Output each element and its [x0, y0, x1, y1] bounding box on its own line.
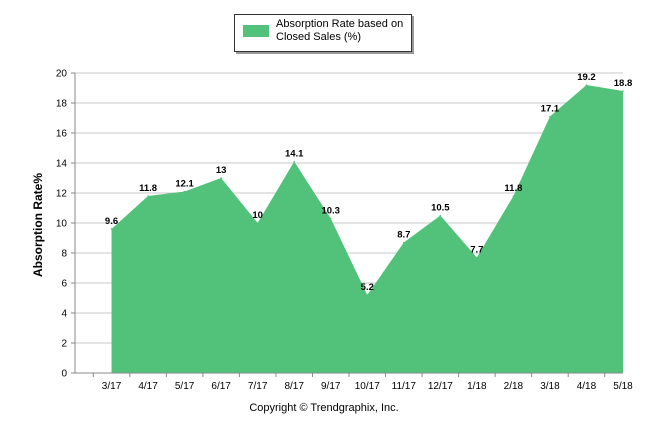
y-tick-label: 20 [56, 69, 68, 80]
y-tick-label: 2 [61, 339, 67, 350]
y-tick-label: 6 [61, 279, 67, 290]
data-point [220, 177, 222, 179]
data-label: 14.1 [285, 149, 304, 160]
data-point [183, 190, 186, 193]
data-label: 10 [252, 210, 263, 221]
data-label: 9.6 [105, 216, 118, 227]
x-tick-label: 3/18 [540, 381, 560, 392]
data-point [293, 160, 296, 163]
x-tick-label: 5/17 [175, 381, 195, 392]
data-label: 8.7 [397, 230, 410, 241]
data-label: 11.8 [504, 183, 522, 194]
data-label: 11.8 [139, 183, 157, 194]
x-tick-label: 3/17 [102, 381, 122, 392]
y-tick-label: 4 [61, 309, 67, 320]
x-tick-label: 1/18 [467, 381, 487, 392]
data-label: 5.2 [361, 282, 374, 293]
area-fill [111, 85, 624, 373]
x-tick-label: 12/17 [428, 381, 453, 392]
data-point [110, 228, 113, 230]
x-tick-label: 11/17 [392, 381, 417, 392]
y-tick-label: 12 [56, 189, 68, 200]
x-tick-label: 5/18 [613, 381, 633, 392]
data-label: 13 [216, 165, 227, 176]
y-tick-label: 10 [56, 219, 68, 230]
axes: 0 2 4 6 8 10 12 14 16 18 20 3/17 4/17 5/17 6/17 7/17 8/1… [56, 69, 633, 393]
x-tick-label: 6/17 [211, 381, 231, 392]
x-tick-label: 8/17 [284, 381, 304, 392]
data-label: 7.7 [470, 245, 483, 256]
data-point [512, 195, 515, 197]
data-point [403, 241, 405, 244]
x-tick-label: 2/18 [504, 381, 524, 392]
legend-swatch [243, 25, 269, 37]
data-label: 17.1 [541, 104, 560, 115]
data-point [585, 84, 588, 86]
data-labels: 9.6 11.8 12.1 13 10 14.1 10.3 5.2 8.7 10.5 7.7 11.8… [105, 72, 632, 293]
data-label: 10.3 [321, 206, 340, 217]
data-point [256, 222, 259, 224]
legend-label: Absorption Rate based on Closed Sales (%… [276, 18, 404, 43]
data-label: 19.2 [577, 72, 596, 83]
data-point [329, 217, 332, 220]
x-tick-label: 4/18 [577, 381, 597, 392]
x-tick-label: 4/17 [138, 381, 158, 392]
legend: Absorption Rate based on Closed Sales (%… [234, 14, 412, 52]
data-point [439, 214, 442, 217]
data-point [622, 90, 624, 92]
data-label: 10.5 [431, 203, 450, 214]
data-point [366, 294, 369, 296]
data-point [147, 195, 149, 197]
data-point [476, 256, 478, 259]
y-tick-label: 8 [61, 249, 67, 260]
area-series [110, 84, 624, 373]
y-tick-label: 0 [61, 369, 67, 380]
y-tick-label: 16 [56, 129, 68, 140]
y-tick-label: 14 [56, 159, 68, 170]
data-label: 12.1 [175, 179, 194, 190]
x-tick-label: 10/17 [355, 381, 380, 392]
y-tick-label: 18 [56, 99, 68, 110]
x-tick-label: 7/17 [248, 381, 268, 392]
data-point [549, 115, 551, 118]
copyright-text: Copyright © Trendgraphix, Inc. [249, 402, 399, 414]
x-tick-label: 9/17 [321, 381, 341, 392]
data-label: 18.8 [614, 78, 633, 89]
y-axis-title: Absorption Rate% [31, 173, 45, 277]
